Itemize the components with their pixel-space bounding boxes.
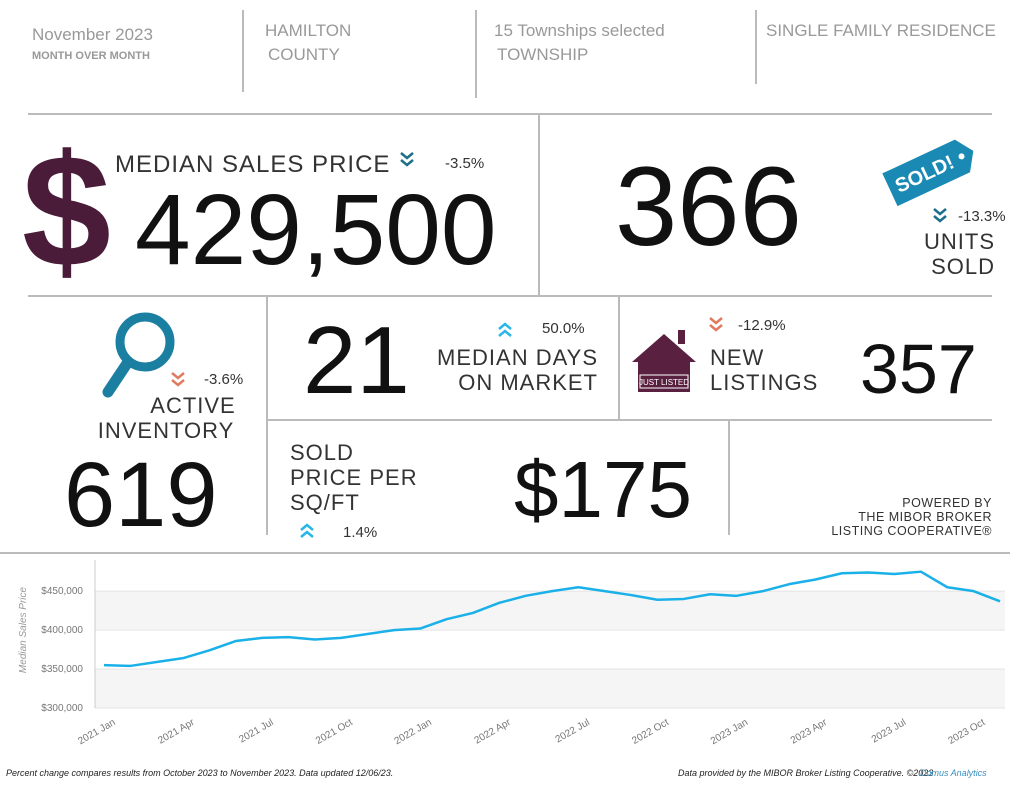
label: SQ/FT [290,490,360,515]
grid-band [95,591,1005,631]
x-tick-label: 2021 Oct [314,717,355,747]
credit: Data provided by the MIBOR Broker Listin… [678,768,933,778]
period: November 2023 [32,25,153,44]
lens [115,312,175,372]
value: 21 [303,307,410,414]
x-tick-label: 2022 Oct [630,717,671,747]
x-tick-label: 2022 Apr [473,717,514,747]
y-axis-title: Median Sales Price [18,586,29,673]
down-arrow [933,208,947,223]
value: 619 [64,444,218,546]
label: MEDIAN DAYS [437,345,598,370]
sign-text: JUST LISTED [639,378,689,387]
x-tick-label: 2022 Jan [393,717,434,747]
x-tick-label: 2023 Jan [709,717,750,747]
label: ON MARKET [458,370,598,395]
comparison: MONTH OVER MONTH [32,50,150,62]
township-label: TOWNSHIP [497,45,588,64]
down-arrow [400,152,414,167]
sold-tag: SOLD! [882,139,974,207]
up-arrow [498,322,512,337]
up-arrow [300,523,314,538]
line [103,570,1001,668]
y-tick-label: $450,000 [41,586,83,597]
change: -3.6% [204,371,243,388]
magnifier-icon [102,312,175,398]
label: ACTIVE [150,393,235,418]
change: -3.5% [445,155,484,172]
property-type: SINGLE FAMILY RESIDENCE [766,21,996,40]
area: HAMILTON [265,21,351,40]
powered-by: THE MIBOR BROKER [858,510,992,524]
down-arrow [709,317,723,332]
handle [102,356,134,398]
label: UNITS [924,229,995,254]
townships: 15 Townships selected [494,21,665,40]
down-arrow [171,372,185,387]
label: INVENTORY [98,418,235,443]
label: NEW [710,345,764,370]
grid-band [95,669,1005,708]
y-tick-label: $400,000 [41,625,83,636]
y-tick-label: $300,000 [41,703,83,714]
x-tick-label: 2021 Jul [237,717,275,745]
area: COUNTY [268,45,340,64]
y-tick-label: $350,000 [41,664,83,675]
change: 50.0% [542,320,585,337]
sign [639,374,689,389]
x-tick-label: 2021 Apr [156,717,197,747]
label: MEDIAN SALES PRICE [115,151,390,178]
change: -12.9% [738,317,786,334]
x-tick-label: 2022 Jul [554,717,592,745]
chimney [678,330,685,344]
value: 366 [615,144,802,269]
change: -13.3% [958,208,1006,225]
powered-by: POWERED BY [902,496,992,510]
footnote: Percent change compares results from Oct… [6,768,393,778]
value: 429,500 [135,174,496,286]
line-chart: Median Sales Price $300,000 $350,000 $400,… [18,560,1005,747]
value: $175 [514,445,692,534]
x-tick-label: 2023 Oct [946,717,987,747]
tag-hole [958,153,965,160]
label: SOLD [931,254,995,279]
x-tick-label: 2023 Jul [870,717,908,745]
label: LISTINGS [710,370,818,395]
brand-link[interactable]: Domus Analytics [920,768,987,778]
house-icon: JUST LISTED [632,330,696,392]
x-tick-label: 2023 Apr [789,717,830,747]
change: 1.4% [343,524,377,541]
value: 357 [860,330,977,408]
label: SOLD [290,440,354,465]
tag-shape [882,139,974,207]
label: PRICE PER [290,465,418,490]
dollar-icon: $ [22,121,111,300]
x-tick-label: 2021 Jan [76,717,117,747]
powered-by: LISTING COOPERATIVE® [831,524,992,538]
